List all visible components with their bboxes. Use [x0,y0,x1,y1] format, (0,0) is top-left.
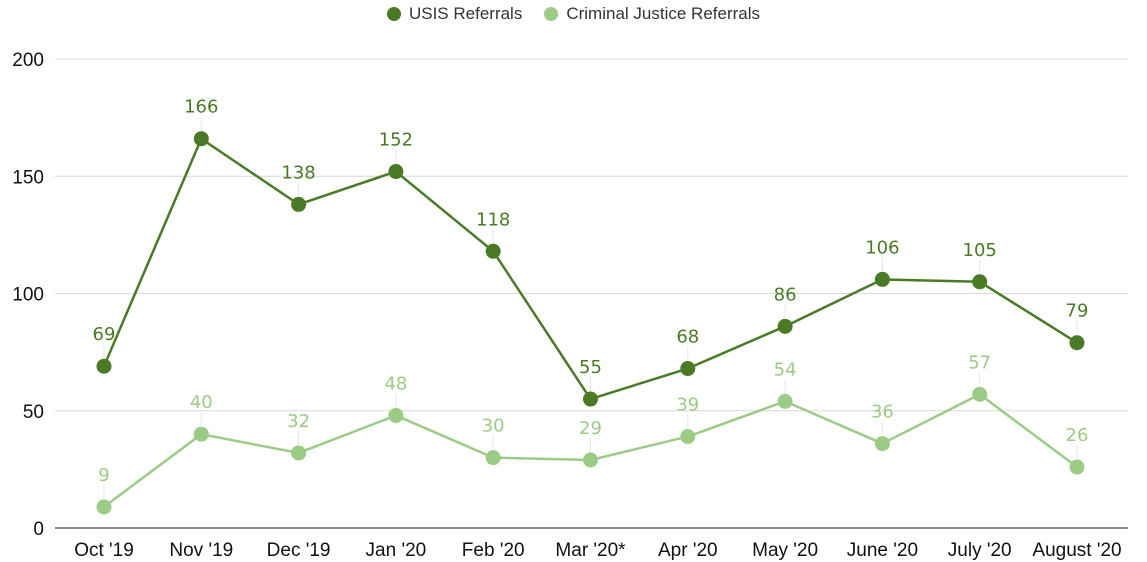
data-point [972,274,988,290]
data-point [874,271,890,287]
data-point [485,243,501,259]
data-label: 55 [579,357,602,378]
x-tick-label: May '20 [752,540,818,561]
data-label: 30 [482,416,505,437]
y-tick-label: 150 [12,167,44,188]
data-point [291,196,307,212]
data-point [680,361,696,377]
data-label: 106 [865,237,899,258]
data-point [193,426,209,442]
x-tick-label: Jan '20 [366,540,427,561]
data-point [583,391,598,407]
data-label: 29 [579,418,602,439]
data-point [1069,459,1085,475]
x-tick-label: Feb '20 [462,540,525,561]
data-label: 138 [281,162,315,183]
legend-label-usis: USIS Referrals [408,4,523,23]
legend-item-criminal-justice: Criminal Justice Referrals [544,4,760,24]
data-label: 26 [1066,425,1089,446]
x-tick-label: Nov '19 [169,540,233,561]
data-label: 105 [963,240,997,261]
data-label: 39 [676,395,699,416]
data-label: 79 [1066,301,1089,322]
data-label: 32 [287,411,310,432]
data-point [96,499,112,515]
x-tick-label: July '20 [948,540,1012,561]
data-label: 54 [774,359,797,380]
data-point [193,131,209,147]
y-tick-label: 50 [23,402,44,423]
x-tick-label: June '20 [847,540,918,561]
data-point [96,358,112,374]
legend-dot-usis [386,7,401,21]
data-label: 152 [379,130,413,151]
data-point [291,445,307,461]
x-tick-label: Apr '20 [658,540,718,561]
legend-dot-criminal-justice [544,7,559,21]
data-label: 57 [968,352,991,373]
data-label: 166 [184,97,218,118]
data-point [680,429,696,445]
data-label: 118 [476,209,510,230]
data-label: 48 [384,373,407,394]
data-label: 40 [190,392,213,413]
data-label: 69 [93,324,116,345]
legend: USIS Referrals Criminal Justice Referral… [0,4,1147,24]
data-point [874,436,890,452]
y-tick-label: 100 [12,285,44,306]
x-tick-label: Mar '20* [555,540,626,561]
data-point [777,318,793,334]
y-tick-label: 200 [12,50,44,71]
data-point [972,386,988,402]
data-label: 9 [98,465,109,486]
y-tick-label: 0 [33,519,44,540]
data-label: 36 [871,402,894,423]
legend-label-criminal-justice: Criminal Justice Referrals [566,4,761,23]
data-point [388,407,404,423]
legend-item-usis: USIS Referrals [386,4,523,24]
data-point [583,452,598,468]
x-tick-label: Dec '19 [267,540,331,561]
data-point [777,393,793,409]
x-tick-label: Oct '19 [74,540,134,561]
data-point [388,164,404,180]
data-point [1069,335,1085,351]
data-point [485,450,501,466]
x-tick-label: August '20 [1032,540,1121,561]
data-label: 68 [676,327,699,348]
data-label: 86 [774,284,797,305]
